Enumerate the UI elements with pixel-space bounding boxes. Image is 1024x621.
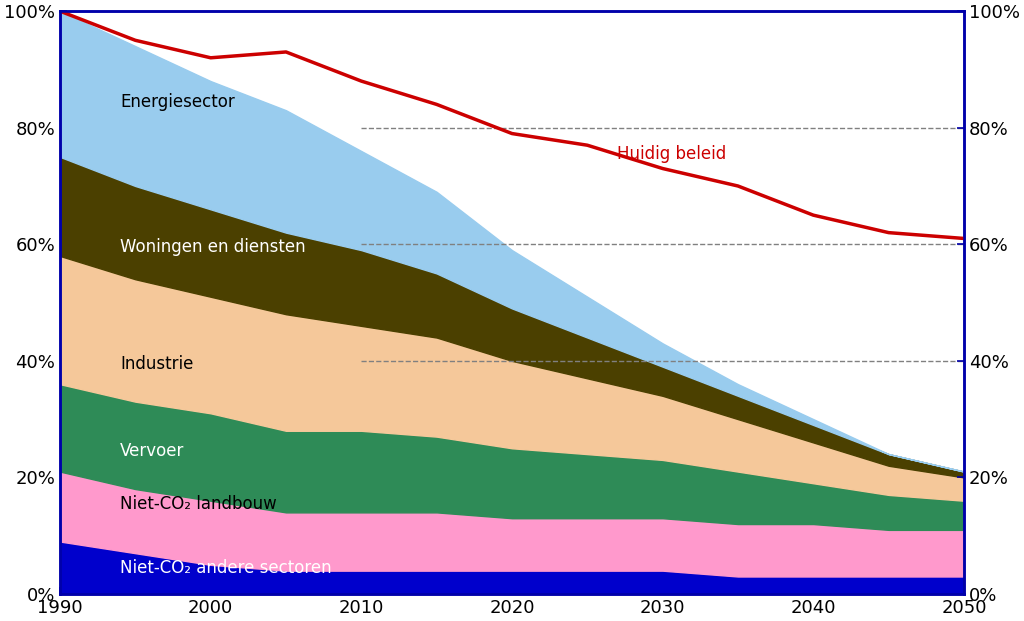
Text: Huidig beleid: Huidig beleid [617,145,727,163]
Text: Woningen en diensten: Woningen en diensten [120,238,306,256]
Text: Energiesector: Energiesector [120,93,236,111]
Text: Industrie: Industrie [120,355,194,373]
Text: Niet-CO₂ landbouw: Niet-CO₂ landbouw [120,495,278,513]
Text: Niet-CO₂ andere sectoren: Niet-CO₂ andere sectoren [120,559,332,577]
Text: Vervoer: Vervoer [120,442,184,460]
